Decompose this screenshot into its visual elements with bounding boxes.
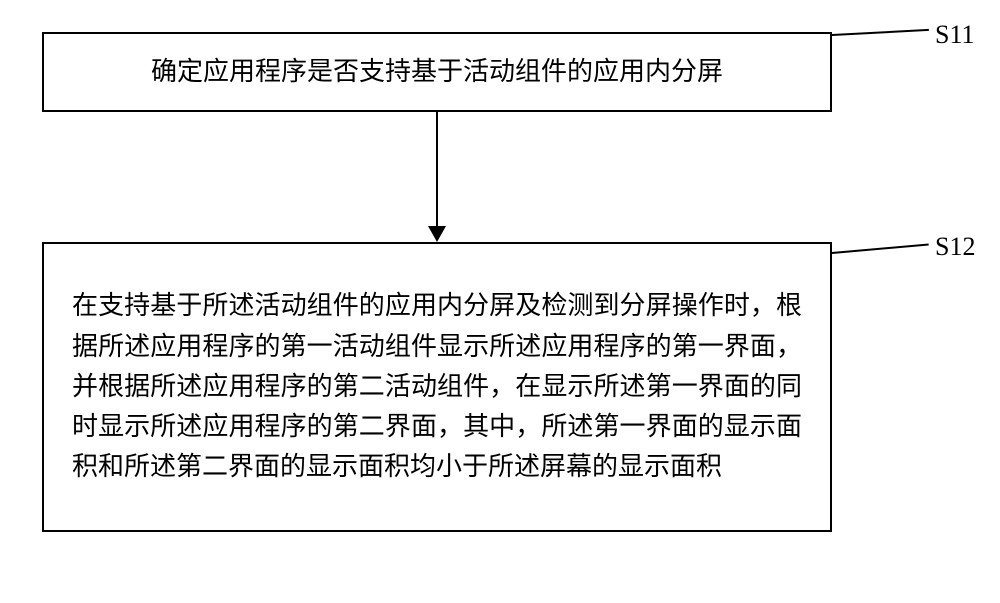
flowchart-step-2: 在支持基于所述活动组件的应用内分屏及检测到分屏操作时，根据所述应用程序的第一活动… (42, 242, 832, 532)
step-label-s12: S12 (935, 232, 975, 262)
flow-connector-line (436, 112, 438, 228)
flowchart-step-1: 确定应用程序是否支持基于活动组件的应用内分屏 (42, 32, 832, 112)
flow-arrow-head (428, 226, 446, 242)
step-2-text: 在支持基于所述活动组件的应用内分屏及检测到分屏操作时，根据所述应用程序的第一活动… (72, 286, 802, 487)
label-connector-1 (832, 29, 929, 36)
step-label-s11: S11 (935, 20, 975, 50)
label-connector-2 (832, 244, 929, 254)
step-1-text: 确定应用程序是否支持基于活动组件的应用内分屏 (72, 52, 802, 92)
